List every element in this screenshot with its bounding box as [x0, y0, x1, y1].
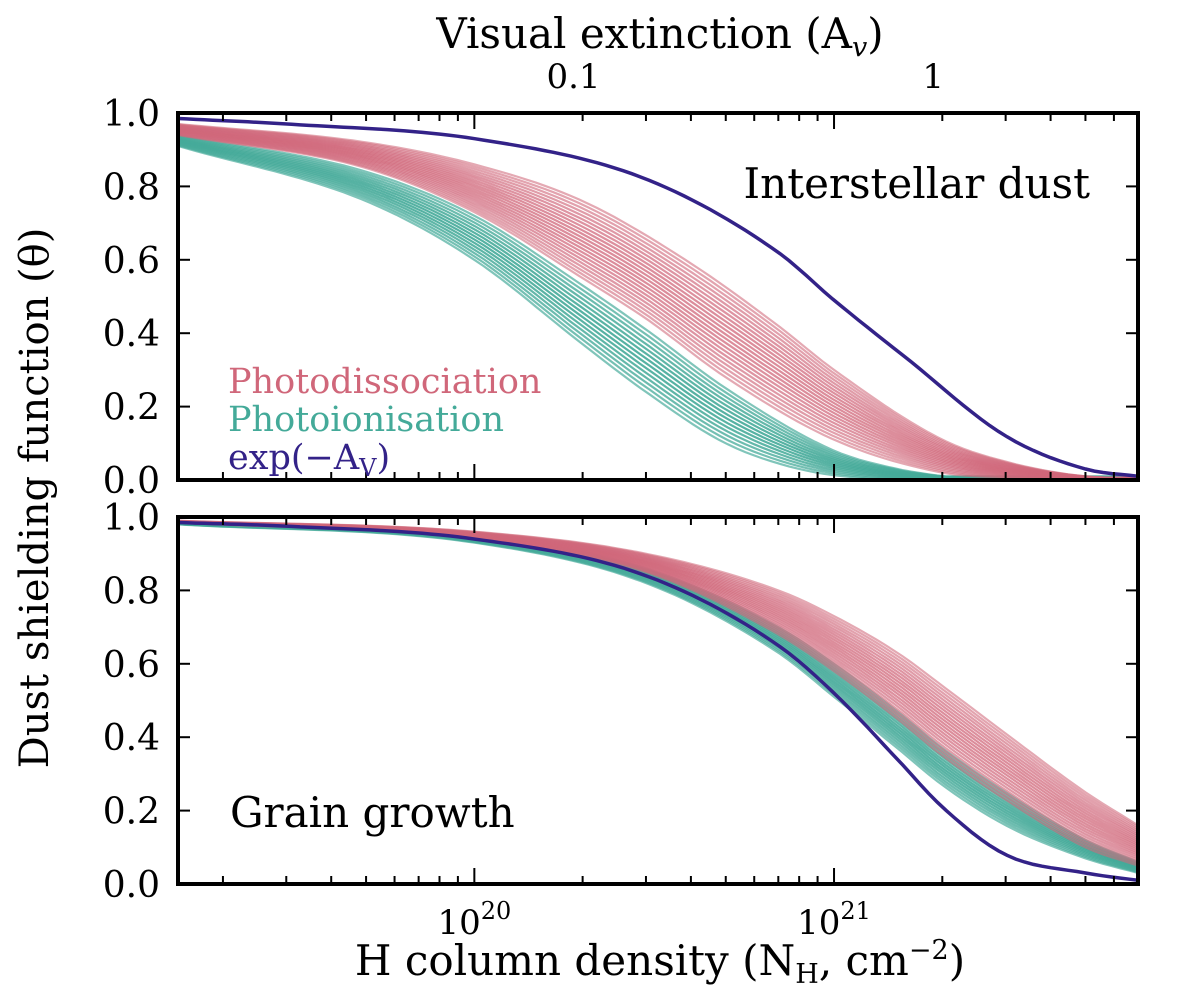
top-axis-label-main: Visual extinction (A: [435, 9, 852, 58]
x-tick-label: 1021: [797, 897, 871, 943]
top-axis-label: Visual extinction (Av): [435, 9, 883, 63]
legend-entry-label: exp(−A: [228, 438, 360, 478]
bottom-panel-title: Grain growth: [230, 788, 515, 837]
top-ytick-label: 0.0: [103, 461, 160, 502]
x-tick-base: 10: [797, 903, 840, 943]
x-tick-base: 10: [437, 903, 480, 943]
x-axis-label-tail: , cm: [819, 936, 909, 985]
bottom-ytick-label: 0.2: [103, 792, 160, 833]
top-series-group: [178, 116, 1138, 480]
bottom-photodissociation-line-21: [178, 519, 1138, 827]
top-axis-label-sub: v: [852, 32, 867, 63]
bottom-series-group: [178, 519, 1138, 883]
x-axis-label-main: H column density (N: [355, 936, 795, 985]
legend-entry-label: Photodissociation: [228, 362, 541, 402]
x-axis-label: H column density (NH, cm−2): [355, 935, 965, 990]
legend-entry-photodissociation: Photodissociation: [228, 362, 541, 402]
legend-entry-sub: V: [358, 454, 377, 482]
bottom-ytick-label: 0.0: [103, 865, 160, 906]
top-ytick-label: 1.0: [103, 94, 160, 135]
bottom-ytick-label: 0.4: [103, 718, 160, 759]
legend-entry-close: ): [376, 438, 390, 478]
top-plot-frame: [176, 111, 1140, 482]
x-axis-label-sub: H: [795, 959, 819, 990]
top-ytick-label: 0.8: [103, 167, 160, 208]
x-axis-label-sup: −2: [909, 935, 949, 966]
bottom-ytick-label: 1.0: [103, 498, 160, 539]
top-axis-tick-label: 0.1: [546, 57, 600, 97]
top-ytick-label: 0.2: [103, 388, 160, 429]
y-axis-label: Dust shielding function (θ): [12, 228, 58, 769]
top-panel-title: Interstellar dust: [744, 159, 1091, 208]
top-photoionisation-line-0: [178, 144, 1138, 480]
bottom-ytick-label: 0.6: [103, 645, 160, 686]
bottom-ytick-label: 0.8: [103, 571, 160, 612]
bottom-plot-frame: [176, 515, 1140, 886]
x-tick-exponent: 20: [481, 897, 512, 925]
panel-interstellar-dust: 0.0 0.2 0.4 0.6 0.8 1.0 Interstellar dust Photo…: [103, 57, 1140, 502]
x-axis-label-close: ): [949, 936, 965, 985]
legend-entry-photoionisation: Photoionisation: [228, 400, 504, 440]
x-tick-label: 1020: [437, 897, 511, 943]
top-exp-av-line: [178, 116, 1138, 479]
legend-entry-label: Photoionisation: [228, 400, 504, 440]
top-axis-tick-label: 1: [922, 57, 944, 97]
legend-entry-exp_av: exp(−AV): [228, 438, 390, 482]
bottom-exp-av-line: [178, 520, 1138, 883]
x-tick-exponent: 21: [840, 897, 871, 925]
top-ytick-label: 0.4: [103, 314, 160, 355]
top-axis-label-close: ): [867, 9, 883, 58]
top-ytick-label: 0.6: [103, 241, 160, 282]
top-photodissociation-line-21: [178, 122, 1138, 480]
